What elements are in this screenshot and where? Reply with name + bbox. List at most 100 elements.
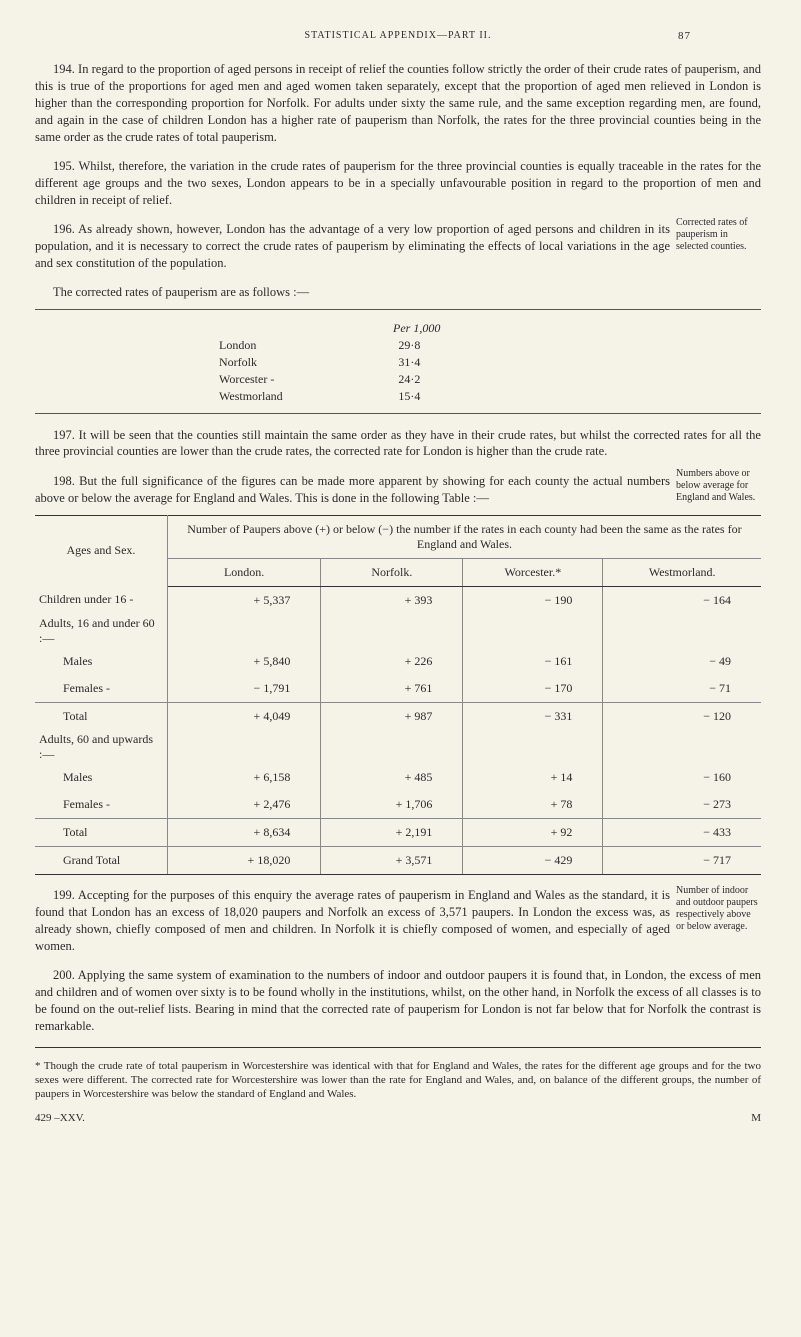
para-text: The corrected rates of pauperism are as … — [53, 285, 309, 299]
table2-label: Males — [35, 648, 167, 675]
table2-val: + 5,337 — [167, 586, 320, 614]
table1-row: Worcester - 24·2 — [215, 371, 460, 388]
table2-label: Total — [35, 702, 167, 730]
table1-name: London — [215, 337, 389, 354]
running-head: STATISTICAL APPENDIX—PART II. — [305, 30, 492, 41]
page-number: 87 — [678, 30, 691, 42]
table1-name: Worcester - — [215, 371, 389, 388]
table1-row: London 29·8 — [215, 337, 460, 354]
table1-name: Westmorland — [215, 388, 389, 405]
para-text: 197. It will be seen that the counties s… — [35, 428, 761, 459]
table2-col-london: London. — [167, 558, 320, 586]
table1-row: Westmorland 15·4 — [215, 388, 460, 405]
para-text: 194. In regard to the proportion of aged… — [35, 62, 761, 144]
table1-value: 29·8 — [389, 337, 460, 354]
footer-left: 429 –XXV. — [35, 1112, 85, 1124]
table2-val: − 120 — [603, 702, 761, 730]
para-text: 195. Whilst, therefore, the variation in… — [35, 159, 761, 207]
paragraph-198: 198. But the full significance of the fi… — [35, 473, 761, 507]
table2-val: + 226 — [321, 648, 463, 675]
para-text: 196. As already shown, however, London h… — [35, 222, 670, 270]
table1-header: Per 1,000 — [389, 320, 460, 337]
table2-val: − 170 — [463, 675, 603, 703]
table2-val: − 71 — [603, 675, 761, 703]
table2-col-westmorland: Westmorland. — [603, 558, 761, 586]
table2-col-norfolk: Norfolk. — [321, 558, 463, 586]
table2-row: Males + 5,840 + 226 − 161 − 49 — [35, 648, 761, 675]
table2-section: Adults, 16 and under 60 :— — [35, 614, 761, 648]
paupers-table: Ages and Sex. Number of Paupers above (+… — [35, 515, 761, 875]
table2-val: − 190 — [463, 586, 603, 614]
table2-val: + 78 — [463, 791, 603, 819]
table2-col-worcester: Worcester.* — [463, 558, 603, 586]
table2-val: + 3,571 — [321, 846, 463, 874]
para-text: 199. Accepting for the purposes of this … — [35, 888, 670, 953]
table2-val: + 485 — [321, 764, 463, 791]
table2-val: + 2,191 — [321, 818, 463, 846]
paragraph-197: 197. It will be seen that the counties s… — [35, 427, 761, 461]
paragraph-199: 199. Accepting for the purposes of this … — [35, 887, 761, 955]
table2-val: + 987 — [321, 702, 463, 730]
table2-val: − 429 — [463, 846, 603, 874]
table1-rule-top — [35, 309, 761, 310]
paragraph-200: 200. Applying the same system of examina… — [35, 967, 761, 1035]
table1-value: 15·4 — [389, 388, 460, 405]
table2-grand-total-row: Grand Total + 18,020 + 3,571 − 429 − 717 — [35, 846, 761, 874]
paragraph-196: 196. As already shown, however, London h… — [35, 221, 761, 272]
footer-right: M — [751, 1112, 761, 1124]
table2-val: + 5,840 — [167, 648, 320, 675]
paragraph-194: 194. In regard to the proportion of aged… — [35, 61, 761, 145]
paragraph-195: 195. Whilst, therefore, the variation in… — [35, 158, 761, 209]
table2-val: − 164 — [603, 586, 761, 614]
margin-note-199: Number of indoor and outdoor paupers res… — [676, 885, 761, 933]
corrected-intro: The corrected rates of pauperism are as … — [35, 284, 761, 301]
running-head-container: STATISTICAL APPENDIX—PART II. 87 — [35, 30, 761, 41]
table2-val: + 14 — [463, 764, 603, 791]
table2-val: − 433 — [603, 818, 761, 846]
table2-row-header: Ages and Sex. — [35, 515, 167, 586]
table2-val: − 273 — [603, 791, 761, 819]
table2-label: Grand Total — [35, 846, 167, 874]
table2-row: Males + 6,158 + 485 + 14 − 160 — [35, 764, 761, 791]
table2-row: Females - − 1,791 + 761 − 170 − 71 — [35, 675, 761, 703]
footnote-rule — [35, 1047, 761, 1048]
footer: 429 –XXV. M — [35, 1112, 761, 1124]
table2-val: + 761 — [321, 675, 463, 703]
table1-blank — [215, 320, 389, 337]
table2-val: + 8,634 — [167, 818, 320, 846]
footnote: * Though the crude rate of total pauperi… — [35, 1059, 761, 1102]
table2-label: Children under 16 - — [35, 586, 167, 614]
table2-val: − 331 — [463, 702, 603, 730]
table1-value: 31·4 — [389, 354, 460, 371]
table2-row: Females - + 2,476 + 1,706 + 78 − 273 — [35, 791, 761, 819]
table1-row: Norfolk 31·4 — [215, 354, 460, 371]
table1-value: 24·2 — [389, 371, 460, 388]
table2-val: − 717 — [603, 846, 761, 874]
table2-val: + 1,706 — [321, 791, 463, 819]
table2-label: Females - — [35, 675, 167, 703]
table2-span-header: Number of Paupers above (+) or below (−)… — [167, 515, 761, 558]
table2-subtotal-row: Total + 8,634 + 2,191 + 92 − 433 — [35, 818, 761, 846]
table2-label: Adults, 60 and upwards :— — [35, 730, 167, 764]
table2-val: − 49 — [603, 648, 761, 675]
table2-val: + 6,158 — [167, 764, 320, 791]
table1-name: Norfolk — [215, 354, 389, 371]
para-text: 200. Applying the same system of examina… — [35, 968, 761, 1033]
table2-val: − 1,791 — [167, 675, 320, 703]
table2-val: + 2,476 — [167, 791, 320, 819]
table2-val: + 18,020 — [167, 846, 320, 874]
table2-val: − 160 — [603, 764, 761, 791]
table2-section: Adults, 60 and upwards :— — [35, 730, 761, 764]
table2-row: Children under 16 - + 5,337 + 393 − 190 … — [35, 586, 761, 614]
table2-subtotal-row: Total + 4,049 + 987 − 331 − 120 — [35, 702, 761, 730]
table2-label: Adults, 16 and under 60 :— — [35, 614, 167, 648]
page-container: STATISTICAL APPENDIX—PART II. 87 194. In… — [0, 0, 801, 1337]
table2-label: Males — [35, 764, 167, 791]
corrected-rates-table: Per 1,000 London 29·8 Norfolk 31·4 Worce… — [215, 320, 460, 405]
table2-label: Females - — [35, 791, 167, 819]
table2-val: − 161 — [463, 648, 603, 675]
margin-note-198: Numbers above or below average for Engla… — [676, 468, 761, 504]
table1-rule-bottom — [35, 413, 761, 414]
table2-label: Total — [35, 818, 167, 846]
table2-val: + 92 — [463, 818, 603, 846]
